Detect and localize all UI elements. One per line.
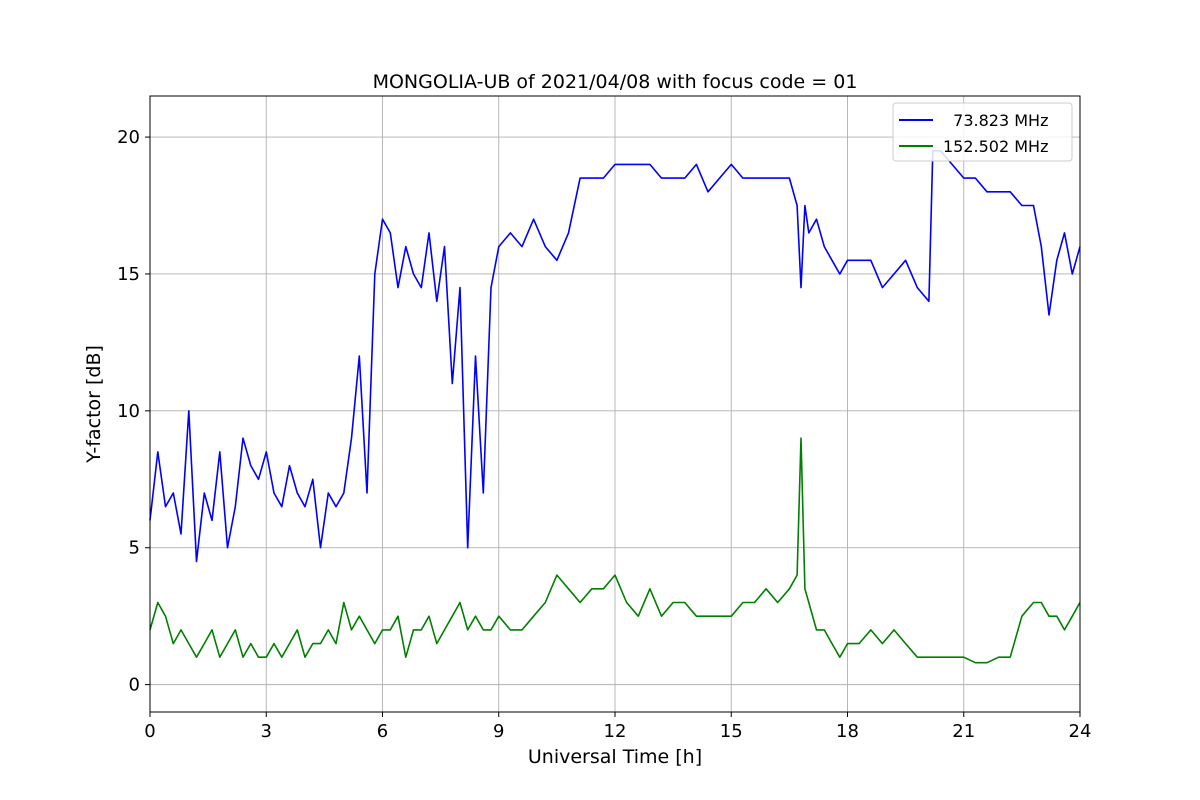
x-tick-label: 0: [144, 721, 155, 742]
x-tick-label: 9: [493, 721, 504, 742]
x-axis: 0 3 6 9 12 15 18 21 24: [144, 712, 1091, 742]
series-line-152mhz: [149, 437, 1081, 664]
y-axis-label: Y-factor [dB]: [83, 345, 105, 464]
x-tick-label: 24: [1069, 721, 1092, 742]
x-tick-label: 18: [836, 721, 859, 742]
legend-label: 152.502 MHz: [943, 137, 1048, 156]
series-line-73mhz: [149, 150, 1081, 563]
legend: 73.823 MHz 152.502 MHz: [892, 102, 1073, 162]
x-tick-label: 3: [261, 721, 272, 742]
legend-box: [892, 102, 1073, 162]
x-tick-label: 21: [952, 721, 975, 742]
y-axis: 0 5 10 15 20: [117, 127, 150, 696]
x-tick-label: 12: [604, 721, 627, 742]
y-tick-label: 5: [129, 538, 140, 559]
legend-label: 73.823 MHz: [943, 111, 1048, 130]
x-axis-label: Universal Time [h]: [528, 746, 702, 768]
x-tick-label: 6: [377, 721, 388, 742]
y-tick-label: 20: [117, 127, 140, 148]
x-tick-label: 15: [720, 721, 743, 742]
chart-title: MONGOLIA-UB of 2021/04/08 with focus cod…: [373, 71, 858, 93]
y-tick-label: 15: [117, 264, 140, 285]
y-tick-label: 0: [129, 675, 140, 696]
series-layer: [149, 150, 1081, 664]
y-tick-label: 10: [117, 401, 140, 422]
grid: [149, 96, 1081, 712]
